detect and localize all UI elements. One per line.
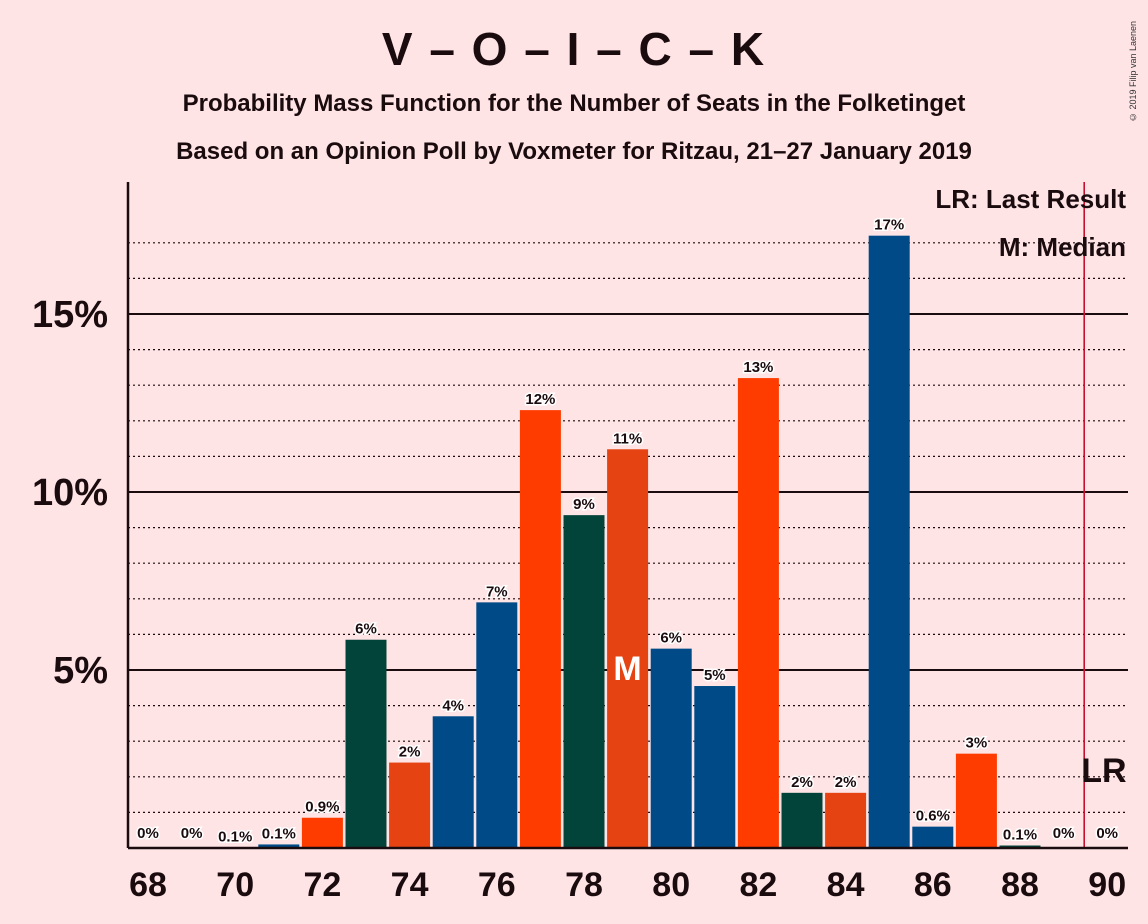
data-label-halo: 0.1%	[262, 825, 296, 842]
x-tick-label: 90	[1088, 866, 1126, 904]
bar-seat-87	[955, 753, 997, 848]
x-tick-label: 86	[914, 866, 952, 904]
y-tick-label: 5%	[53, 650, 108, 692]
bar-seat-81	[694, 686, 736, 848]
data-label-halo: 13%	[743, 359, 773, 376]
bar-seat-84	[825, 792, 867, 848]
x-tick-label: 78	[565, 866, 603, 904]
data-label: 11%	[613, 430, 642, 447]
data-label: 4%	[442, 697, 464, 714]
data-label: 12%	[525, 391, 555, 408]
data-label-halo: 0%	[137, 825, 159, 842]
data-label: 0.1%	[1003, 827, 1037, 844]
bar-seat-75	[432, 716, 474, 848]
data-label: 13%	[743, 359, 773, 376]
data-label: 9%	[573, 496, 595, 513]
data-label: 2%	[791, 774, 813, 791]
data-label-halo: 0.1%	[218, 828, 252, 845]
x-tick-label: 74	[391, 866, 429, 904]
data-label-halo: 0%	[1053, 825, 1075, 842]
legend-median: M: Median	[998, 232, 1126, 262]
chart-source: Based on an Opinion Poll by Voxmeter for…	[176, 138, 972, 165]
bar-seat-79	[607, 449, 649, 848]
data-label-halo: 0.1%	[1003, 827, 1037, 844]
data-label-halo: 12%	[525, 391, 555, 408]
data-label-halo: 3%	[966, 735, 988, 752]
x-tick-label: 70	[216, 866, 254, 904]
y-tick-label: 10%	[32, 472, 108, 514]
data-label: 0%	[1053, 825, 1075, 842]
data-label-halo: 17%	[874, 217, 904, 234]
bar-seat-71	[258, 844, 300, 848]
data-label-halo: 9%	[573, 496, 595, 513]
bar-seat-82	[737, 378, 779, 848]
data-label: 0%	[1096, 825, 1118, 842]
data-label: 5%	[704, 667, 726, 684]
x-tick-label: 84	[827, 866, 865, 904]
data-label-halo: 2%	[835, 774, 857, 791]
data-label-halo: 5%	[704, 667, 726, 684]
data-label: 0.1%	[262, 825, 296, 842]
x-tick-label: 82	[739, 866, 777, 904]
data-label: 2%	[835, 774, 857, 791]
bar-seat-76	[476, 602, 518, 848]
data-label: 0%	[137, 825, 159, 842]
median-marker: M	[613, 650, 641, 688]
bar-seat-80	[650, 648, 692, 848]
bar-seat-77	[519, 410, 561, 848]
last-result-marker: LR	[1081, 752, 1126, 790]
data-label: 6%	[355, 621, 377, 638]
data-label-halo: 2%	[791, 774, 813, 791]
data-label: 3%	[966, 735, 988, 752]
data-label: 0.9%	[305, 799, 339, 816]
x-tick-label: 72	[303, 866, 341, 904]
data-label-halo: 4%	[442, 697, 464, 714]
bar-seat-83	[781, 792, 823, 848]
bar-seat-73	[345, 639, 387, 848]
data-label: 0.6%	[916, 808, 950, 825]
data-label-halo: 6%	[355, 621, 377, 638]
bar-seat-72	[301, 817, 343, 848]
data-label-halo: 11%	[613, 430, 642, 447]
chart-subtitle: Probability Mass Function for the Number…	[182, 90, 966, 117]
bar-seat-86	[912, 826, 954, 848]
x-tick-label: 80	[652, 866, 690, 904]
x-tick-label: 88	[1001, 866, 1039, 904]
data-label: 17%	[874, 217, 904, 234]
data-label: 6%	[660, 630, 682, 647]
data-label: 0.1%	[218, 828, 252, 845]
data-label-halo: 0.6%	[916, 808, 950, 825]
data-label: 7%	[486, 583, 508, 600]
bar-seat-85	[868, 235, 910, 848]
data-label: 0%	[181, 825, 203, 842]
data-label-halo: 0.9%	[305, 799, 339, 816]
chart-title: V – O – I – C – K	[381, 23, 767, 75]
bar-seat-78	[563, 515, 605, 848]
data-label-halo: 6%	[660, 630, 682, 647]
x-tick-label: 76	[478, 866, 516, 904]
data-label-halo: 7%	[486, 583, 508, 600]
legend-last-result: LR: Last Result	[935, 184, 1126, 214]
x-tick-label: 68	[129, 866, 167, 904]
data-label: 2%	[399, 744, 421, 761]
data-label-halo: 0%	[1096, 825, 1118, 842]
bar-seat-74	[389, 762, 431, 848]
data-label-halo: 2%	[399, 744, 421, 761]
data-label-halo: 0%	[181, 825, 203, 842]
y-tick-label: 15%	[32, 294, 108, 336]
